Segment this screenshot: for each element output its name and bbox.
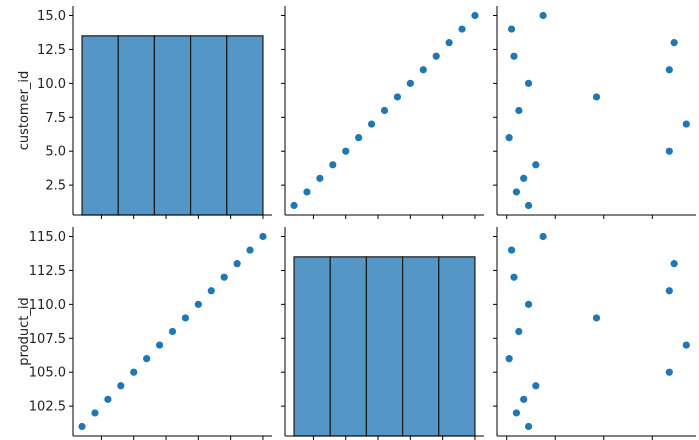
scatter-point <box>532 161 540 169</box>
histogram-bar <box>365 256 404 437</box>
scatter-point <box>380 106 389 115</box>
scatter-point <box>524 79 533 87</box>
scatter-point <box>512 188 521 196</box>
scatter-point <box>524 422 533 431</box>
y-tick-label: 115.0 <box>29 230 66 245</box>
scatter-point <box>207 287 215 295</box>
scatter-point <box>539 232 547 241</box>
scatter-point <box>682 341 690 349</box>
scatter-point <box>507 246 516 254</box>
scatter-point <box>329 161 337 169</box>
scatter-point <box>342 147 350 155</box>
scatter-point <box>524 201 533 210</box>
panel-r1-c2 <box>493 227 696 440</box>
scatter-point <box>367 120 376 128</box>
scatter-point <box>458 25 466 33</box>
histogram-bar <box>153 35 192 216</box>
scatter-point <box>445 39 453 47</box>
scatter-point <box>246 246 254 254</box>
scatter-point <box>665 287 673 295</box>
scatter-point <box>233 260 241 268</box>
scatter-point <box>665 147 673 155</box>
scatter-point <box>510 273 518 281</box>
scatter-point <box>104 395 112 403</box>
histogram-bar <box>401 256 440 437</box>
scatter-point <box>220 273 228 281</box>
scatter-point <box>524 300 533 308</box>
scatter-point <box>515 106 523 115</box>
panel-r0-c1 <box>281 6 484 219</box>
scatter-point <box>432 52 440 60</box>
scatter-point <box>515 327 523 336</box>
scatter-point <box>316 174 324 182</box>
histogram-bar <box>329 256 368 437</box>
scatter-point <box>505 355 513 363</box>
panel-r1-c0: 102.5 105.0 107.5 110.0 112.5 115.0 <box>29 227 272 440</box>
y-tick-label: 10.0 <box>37 77 66 92</box>
scatter-point <box>670 39 678 47</box>
scatter-point <box>406 79 414 87</box>
y-tick-label: 5.0 <box>45 145 66 160</box>
scatter-point <box>130 368 138 376</box>
scatter-point <box>532 382 540 390</box>
y-tick-label: 15.0 <box>37 9 66 24</box>
scatter-point <box>259 232 267 241</box>
scatter-point <box>194 300 202 308</box>
panels-layer: 2.5 5.0 7.5 10.0 12.5 15.0 102.5 105.0 107.5 110.… <box>29 6 696 440</box>
scatter-point <box>155 341 164 349</box>
scatter-point <box>168 327 177 336</box>
histogram-bar <box>117 35 156 216</box>
panel-r0-c0: 2.5 5.0 7.5 10.0 12.5 15.0 <box>37 6 272 219</box>
scatter-point <box>143 355 151 363</box>
scatter-point <box>355 134 363 142</box>
scatter-point <box>670 260 678 268</box>
scatter-point <box>78 422 86 431</box>
y-tick-label: 110.0 <box>29 298 66 313</box>
scatter-point <box>419 66 427 74</box>
panel-r0-c2 <box>493 6 696 219</box>
y-tick-label: 2.5 <box>45 179 66 194</box>
histogram-bar <box>226 35 264 216</box>
scatter-point <box>520 395 528 403</box>
y-tick-label: 105.0 <box>29 366 66 381</box>
scatter-point <box>665 368 673 376</box>
scatter-point <box>303 188 311 196</box>
y-tick-label: 12.5 <box>37 43 66 58</box>
y-tick-label: 112.5 <box>29 264 66 279</box>
y-tick-label: 7.5 <box>45 111 66 126</box>
scatter-point <box>512 409 521 417</box>
y-tick-label: 107.5 <box>29 332 66 347</box>
scatter-point <box>510 52 518 60</box>
y-axis-label-customer-id: customer_id <box>17 71 32 151</box>
scatter-point <box>539 11 547 20</box>
scatter-point <box>117 382 125 390</box>
scatter-point <box>393 93 402 101</box>
scatter-point <box>181 314 190 322</box>
scatter-point <box>520 174 528 182</box>
histogram-bar <box>189 35 228 216</box>
scatter-point <box>592 314 601 322</box>
histogram-bar <box>81 35 119 216</box>
y-axis-label-product-id: product_id <box>17 297 32 365</box>
histogram-bar <box>293 256 331 437</box>
scatter-point <box>471 11 479 20</box>
scatter-point <box>91 409 99 417</box>
scatter-point <box>507 25 516 33</box>
histogram-bar <box>438 256 476 437</box>
scatter-point <box>682 120 690 128</box>
scatter-point <box>665 66 673 74</box>
scatter-point <box>592 93 601 101</box>
panel-r1-c1 <box>281 227 484 440</box>
scatter-point <box>290 201 298 210</box>
labels-layer: customer_id product_id <box>17 71 32 366</box>
y-tick-label: 102.5 <box>29 400 66 415</box>
scatter-point <box>505 134 513 142</box>
